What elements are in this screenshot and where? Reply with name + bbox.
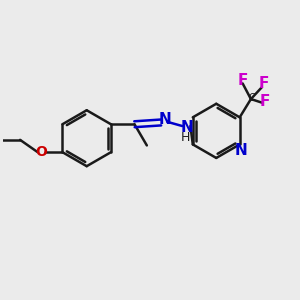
Text: F: F [260, 94, 270, 109]
Text: F: F [238, 73, 248, 88]
Text: C: C [248, 93, 255, 103]
Text: H: H [180, 131, 190, 144]
Text: O: O [35, 145, 47, 159]
Text: F: F [259, 76, 269, 91]
Text: N: N [235, 143, 248, 158]
Text: N: N [159, 112, 172, 127]
Text: N: N [180, 120, 193, 135]
